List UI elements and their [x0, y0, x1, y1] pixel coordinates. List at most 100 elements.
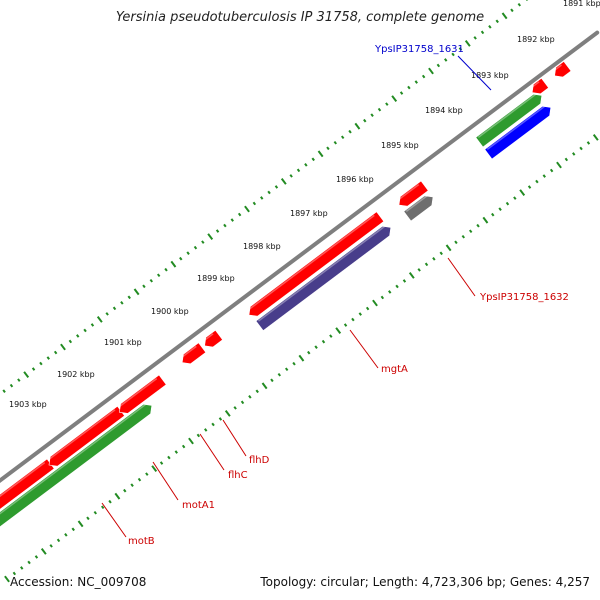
- tick-mark: [458, 47, 463, 51]
- tick-mark: [296, 168, 301, 173]
- tick-mark: [363, 118, 367, 123]
- tick-mark: [34, 555, 39, 559]
- tick-mark: [224, 410, 231, 417]
- gene-purple-shine: [258, 225, 386, 322]
- tick-label: 1896 kbp: [336, 175, 374, 184]
- label-leader-line: [152, 461, 179, 501]
- tick-mark: [145, 472, 149, 476]
- tick-mark: [77, 520, 84, 528]
- tick-mark: [211, 422, 215, 427]
- tick-mark: [505, 201, 510, 206]
- tick-mark: [464, 40, 471, 47]
- tick-mark: [71, 527, 75, 532]
- tick-mark: [137, 477, 142, 482]
- tick-label: 1894 kbp: [425, 106, 463, 115]
- gene-flhD-b-shine: [203, 333, 214, 342]
- tick-mark: [86, 516, 90, 521]
- tick-mark: [186, 251, 190, 255]
- tick-mark: [391, 95, 398, 102]
- tick-mark: [304, 163, 308, 167]
- tick-mark: [164, 267, 168, 272]
- tick-mark: [230, 218, 234, 222]
- tick-mark: [130, 483, 134, 487]
- tick-mark: [491, 212, 495, 217]
- tick-mark: [27, 560, 31, 565]
- tick-mark: [39, 361, 43, 366]
- gene-mgtA: [248, 211, 385, 317]
- tick-label: 1898 kbp: [243, 242, 281, 251]
- gene-label-flhC: flhC: [228, 470, 248, 481]
- tick-mark: [408, 272, 415, 279]
- tick-mark: [421, 74, 426, 79]
- tick-mark: [267, 190, 271, 195]
- tick-label: 1902 kbp: [57, 370, 95, 379]
- tick-mark: [395, 284, 399, 289]
- tick-mark: [399, 91, 404, 95]
- gene-label-motB: motB: [128, 536, 155, 547]
- gene-motA1: [48, 405, 126, 467]
- outer-tick-ring: [2, 0, 529, 393]
- tick-mark: [417, 268, 421, 272]
- tick-label: 1892 kbp: [517, 35, 555, 44]
- tick-mark: [314, 345, 318, 349]
- tick-mark: [586, 141, 591, 145]
- gene-blue: [484, 105, 552, 160]
- tick-mark: [53, 350, 58, 355]
- tick-mark: [12, 571, 17, 576]
- tick-mark: [280, 178, 287, 185]
- tick-mark: [46, 356, 50, 360]
- gene-purple: [255, 225, 392, 332]
- gene-label-flhD: flhD: [249, 455, 270, 466]
- tick-mark: [556, 161, 562, 169]
- tick-mark: [517, 2, 522, 7]
- tick-mark: [56, 538, 61, 543]
- gene-small-red-b-shine: [553, 64, 562, 72]
- tick-mark: [218, 417, 223, 421]
- tick-mark: [454, 240, 458, 245]
- tick-labels: 1891 kbp 1892 kbp 1893 kbp 1894 kbp 1895 kbp…: [9, 0, 600, 409]
- tick-mark: [402, 279, 407, 283]
- tick-mark: [432, 257, 436, 261]
- tick-mark: [335, 327, 342, 334]
- tick-mark: [252, 201, 257, 206]
- tick-mark: [326, 146, 330, 151]
- tick-mark: [96, 316, 103, 323]
- tick-mark: [4, 575, 10, 583]
- tick-mark: [428, 67, 434, 75]
- genome-backbone: [0, 30, 600, 483]
- tick-mark: [188, 437, 194, 445]
- tick-mark: [424, 262, 429, 267]
- tick-mark: [151, 465, 158, 472]
- tick-mark: [372, 299, 378, 307]
- tick-mark: [513, 196, 517, 200]
- gene-1632-red: [398, 180, 429, 207]
- gene-flhC-shine: [117, 378, 158, 408]
- tick-mark: [370, 113, 374, 117]
- gene-flhD-a-shine: [180, 345, 197, 359]
- tick-mark: [167, 455, 171, 460]
- accession-text: Accession: NC_009708: [10, 575, 147, 589]
- label-leader-line: [349, 329, 379, 369]
- gene-green-inner-shine: [0, 403, 147, 515]
- tick-mark: [9, 383, 14, 388]
- tick-mark: [289, 174, 293, 178]
- tick-mark: [519, 189, 526, 196]
- gene-small-red-b: [554, 60, 572, 78]
- tick-mark: [105, 312, 109, 316]
- tick-mark: [274, 185, 279, 189]
- gene-motA1-shine: [47, 409, 116, 461]
- tick-mark: [549, 168, 554, 173]
- tick-mark: [181, 444, 186, 449]
- tick-mark: [20, 566, 24, 570]
- tick-mark: [179, 256, 183, 261]
- gene-label-mgtA: mgtA: [381, 364, 408, 375]
- tick-mark: [340, 135, 345, 140]
- tick-mark: [358, 312, 362, 316]
- gene-flhD-b: [204, 329, 224, 348]
- gene-1631-shine: [477, 93, 537, 138]
- tick-label: 1895 kbp: [381, 141, 419, 150]
- gene-motB: [0, 458, 55, 510]
- tick-mark: [23, 371, 30, 378]
- gene-motB-shine: [0, 462, 46, 498]
- gene-label-YpsIP31758_1632: YpsIP31758_1632: [479, 292, 569, 303]
